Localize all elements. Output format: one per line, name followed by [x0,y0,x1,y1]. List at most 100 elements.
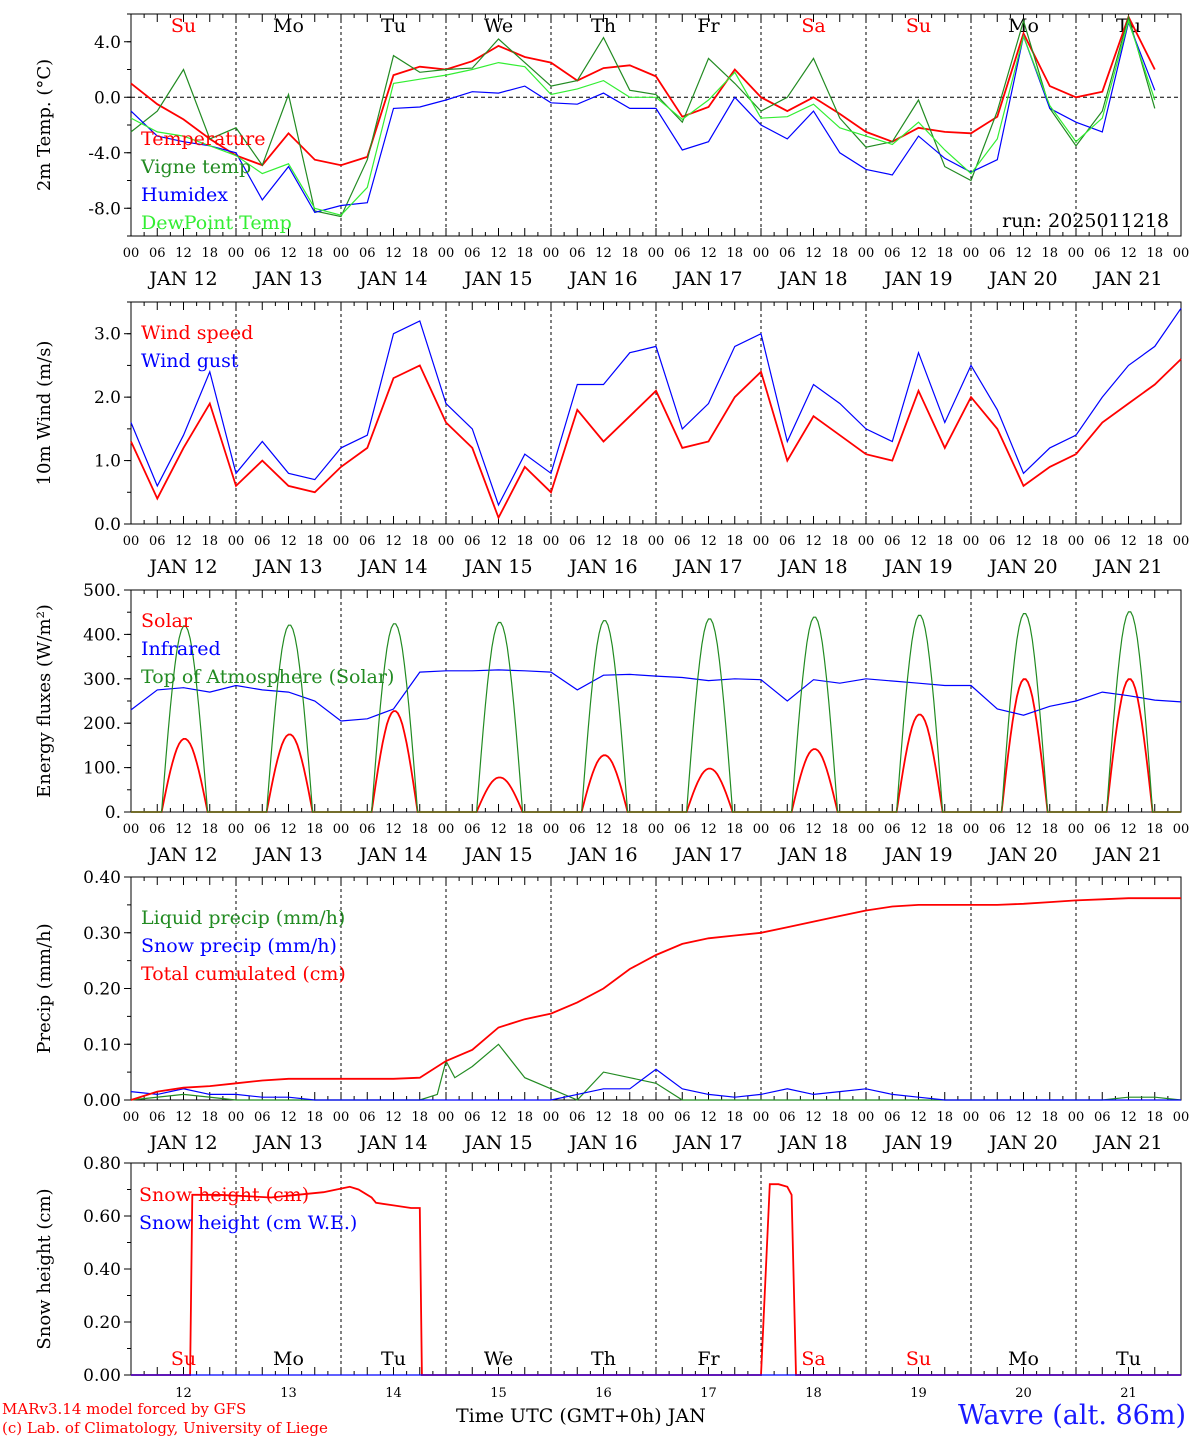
x-hour-label: 12 [700,822,717,837]
legend-entry: Wind gust [141,350,239,372]
x-hour-label: 12 [280,1110,297,1125]
x-hour-label: 12 [1120,534,1137,549]
y-tick-label: 2.0 [94,388,121,408]
x-hour-label: 00 [648,534,665,549]
x-hour-label: 00 [648,246,665,261]
x-date-label: JAN 14 [357,1132,427,1154]
x-hour-label: 18 [936,246,953,261]
y-tick-label: 3.0 [94,325,121,345]
x-hour-label: 18 [411,246,428,261]
x-hour-label: 00 [1173,1110,1190,1125]
x-hour-label: 06 [569,822,586,837]
weekday-label: Sa [801,1348,825,1370]
x-hour-label: 18 [306,246,323,261]
x-hour-label: 06 [464,534,481,549]
y-tick-label: 500. [83,581,121,601]
x-hour-label: 12 [385,822,402,837]
x-hour-label: 00 [648,1110,665,1125]
x-hour-label: 18 [621,534,638,549]
x-hour-label: 00 [1068,534,1085,549]
x-hour-label: 06 [674,1110,691,1125]
x-hour-label: 06 [254,534,271,549]
x-hour-label: 12 [1015,534,1032,549]
x-hour-label: 12 [280,246,297,261]
x-hour-label: 18 [936,534,953,549]
x-hour-label: 06 [674,534,691,549]
x-hour-label: 18 [1146,1110,1163,1125]
x-hour-label: 12 [700,534,717,549]
bottom-day-number: 19 [910,1386,927,1401]
x-hour-label: 00 [333,534,350,549]
x-hour-label: 00 [963,534,980,549]
series-line-2 [130,897,1181,1101]
bottom-day-number: 12 [175,1386,192,1401]
y-tick-label: 0.40 [83,1260,121,1280]
x-hour-label: 12 [280,822,297,837]
legend-entry: Snow height (cm) [139,1184,309,1206]
x-hour-label: 06 [359,534,376,549]
legend-entry: Temperature [141,128,265,150]
x-hour-label: 06 [989,1110,1006,1125]
x-date-label: JAN 12 [147,1132,217,1154]
x-hour-label: 06 [989,822,1006,837]
x-date-label: JAN 13 [252,556,322,578]
x-hour-label: 18 [411,822,428,837]
y-tick-label: 0.80 [83,1154,121,1174]
x-hour-label: 00 [228,246,245,261]
weekday-label: Su [171,15,196,37]
x-hour-label: 18 [201,1110,218,1125]
x-hour-label: 12 [910,822,927,837]
x-hour-label: 00 [1068,246,1085,261]
bottom-day-number: 21 [1120,1386,1137,1401]
y-axis-label: 2m Temp. (°C) [34,59,55,191]
x-hour-label: 06 [884,822,901,837]
x-date-label: JAN 19 [882,556,952,578]
x-hour-label: 12 [175,534,192,549]
x-hour-label: 06 [884,246,901,261]
y-axis-label: Snow height (cm) [34,1188,55,1349]
weekday-label: Su [906,15,931,37]
x-hour-label: 18 [936,1110,953,1125]
x-hour-label: 06 [779,534,796,549]
y-tick-label: 300. [83,670,121,690]
x-hour-label: 06 [464,822,481,837]
x-hour-label: 18 [936,822,953,837]
legend-entry: Solar [141,610,193,632]
x-hour-label: 06 [464,246,481,261]
bottom-day-number: 17 [700,1386,717,1401]
x-date-label: JAN 17 [672,268,742,290]
x-hour-label: 06 [884,1110,901,1125]
x-hour-label: 00 [753,822,770,837]
x-hour-label: 18 [621,1110,638,1125]
x-date-label: JAN 14 [357,268,427,290]
y-tick-label: -4.0 [88,144,121,164]
x-hour-label: 06 [569,534,586,549]
y-tick-label: 1.0 [94,452,121,472]
x-date-label: JAN 16 [567,268,637,290]
x-date-label: JAN 17 [672,1132,742,1154]
x-hour-label: 06 [779,822,796,837]
weekday-label: We [484,1348,513,1370]
y-tick-label: 0.0 [94,515,121,535]
weekday-label: Su [171,1348,196,1370]
x-date-label: JAN 15 [462,556,532,578]
y-tick-label: 0.20 [83,980,121,1000]
x-hour-label: 00 [1173,822,1190,837]
x-hour-label: 12 [805,1110,822,1125]
x-hour-label: 06 [149,534,166,549]
x-hour-label: 18 [1041,1110,1058,1125]
x-hour-label: 00 [648,822,665,837]
station-name: Wavre (alt. 86m) [958,1400,1186,1431]
x-hour-label: 12 [490,534,507,549]
x-hour-label: 00 [963,1110,980,1125]
x-hour-label: 00 [123,1110,140,1125]
x-hour-label: 06 [779,1110,796,1125]
x-hour-label: 00 [1068,822,1085,837]
bottom-day-number: 16 [595,1386,612,1401]
y-tick-label: 0.30 [83,924,121,944]
x-axis-label: Time UTC (GMT+0h) JAN [456,1405,706,1427]
x-hour-label: 00 [1068,1110,1085,1125]
x-hour-label: 06 [254,246,271,261]
x-date-label: JAN 19 [882,844,952,866]
